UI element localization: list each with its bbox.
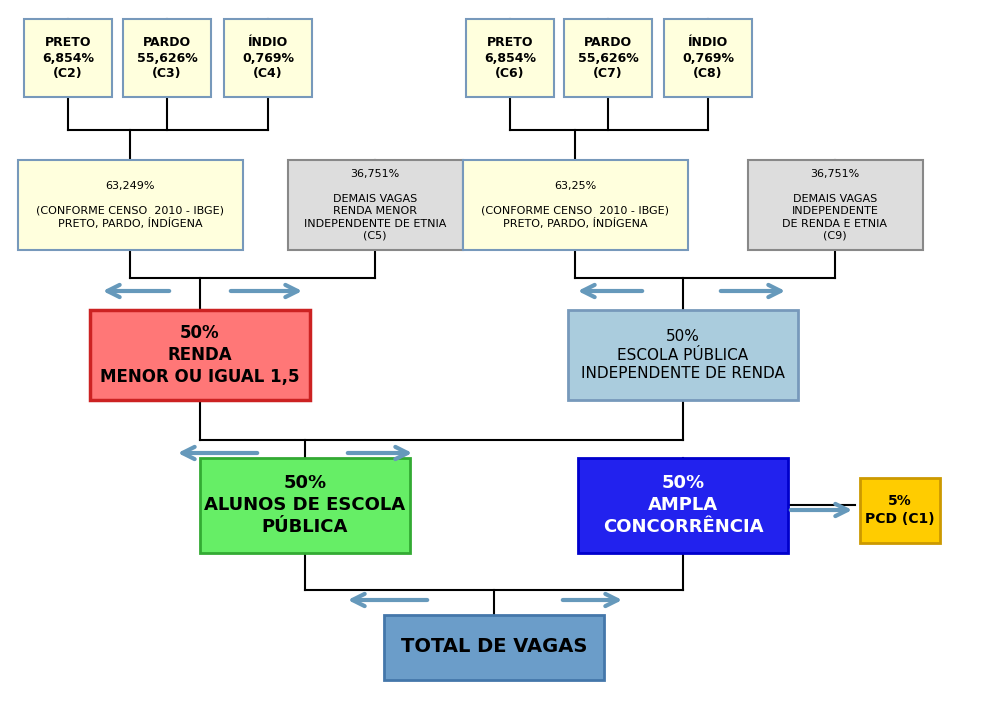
FancyBboxPatch shape (578, 457, 788, 552)
FancyBboxPatch shape (18, 160, 242, 250)
Text: 36,751%

DEMAIS VAGAS
INDEPENDENTE
DE RENDA E ETNIA
(C9): 36,751% DEMAIS VAGAS INDEPENDENTE DE REN… (782, 169, 887, 241)
FancyBboxPatch shape (90, 310, 310, 400)
Text: 63,25%

(CONFORME CENSO  2010 - IBGE)
PRETO, PARDO, ÍNDÍGENA: 63,25% (CONFORME CENSO 2010 - IBGE) PRET… (481, 180, 669, 229)
FancyBboxPatch shape (860, 477, 940, 543)
Text: ÍNDIO
0,769%
(C8): ÍNDIO 0,769% (C8) (682, 35, 734, 81)
FancyBboxPatch shape (224, 19, 312, 97)
FancyBboxPatch shape (466, 19, 554, 97)
FancyBboxPatch shape (664, 19, 752, 97)
FancyBboxPatch shape (384, 615, 604, 679)
FancyBboxPatch shape (200, 457, 410, 552)
FancyBboxPatch shape (748, 160, 923, 250)
Text: PRETO
6,854%
(C6): PRETO 6,854% (C6) (484, 35, 536, 81)
Text: 5%
PCD (C1): 5% PCD (C1) (865, 495, 935, 526)
Text: 50%
ALUNOS DE ESCOLA
PÚBLICA: 50% ALUNOS DE ESCOLA PÚBLICA (205, 474, 405, 536)
Text: 50%
RENDA
MENOR OU IGUAL 1,5: 50% RENDA MENOR OU IGUAL 1,5 (100, 324, 300, 386)
Text: PARDO
55,626%
(C3): PARDO 55,626% (C3) (136, 35, 198, 81)
Text: 50%
ESCOLA PÚBLICA
INDEPENDENTE DE RENDA: 50% ESCOLA PÚBLICA INDEPENDENTE DE RENDA (582, 329, 785, 381)
FancyBboxPatch shape (564, 19, 652, 97)
FancyBboxPatch shape (568, 310, 798, 400)
FancyBboxPatch shape (463, 160, 687, 250)
FancyBboxPatch shape (123, 19, 211, 97)
FancyBboxPatch shape (288, 160, 463, 250)
Text: ÍNDIO
0,769%
(C4): ÍNDIO 0,769% (C4) (242, 35, 294, 81)
Text: 63,249%

(CONFORME CENSO  2010 - IBGE)
PRETO, PARDO, ÍNDÍGENA: 63,249% (CONFORME CENSO 2010 - IBGE) PRE… (36, 180, 224, 229)
Text: PRETO
6,854%
(C2): PRETO 6,854% (C2) (42, 35, 94, 81)
FancyBboxPatch shape (24, 19, 112, 97)
Text: TOTAL DE VAGAS: TOTAL DE VAGAS (401, 638, 587, 656)
Text: PARDO
55,626%
(C7): PARDO 55,626% (C7) (578, 35, 638, 81)
Text: 36,751%

DEMAIS VAGAS
RENDA MENOR
INDEPENDENTE DE ETNIA
(C5): 36,751% DEMAIS VAGAS RENDA MENOR INDEPEN… (304, 169, 446, 241)
Text: 50%
AMPLA
CONCORRÊNCIA: 50% AMPLA CONCORRÊNCIA (602, 474, 764, 536)
